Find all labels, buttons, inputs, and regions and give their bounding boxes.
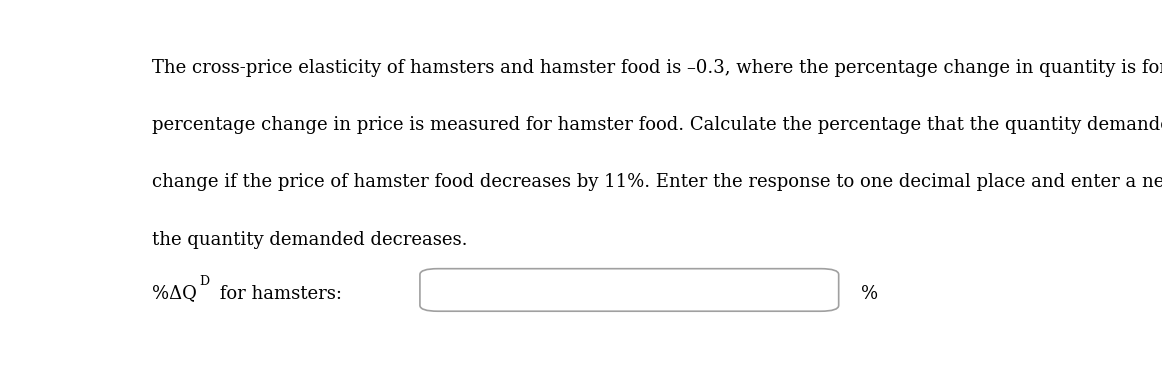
FancyBboxPatch shape <box>419 269 839 311</box>
Text: percentage change in price is measured for hamster food. Calculate the percentag: percentage change in price is measured f… <box>152 116 1162 134</box>
Text: for hamsters:: for hamsters: <box>214 285 342 303</box>
Text: %ΔQ: %ΔQ <box>152 285 198 303</box>
Text: change if the price of hamster food decreases by 11%. Enter the response to one : change if the price of hamster food decr… <box>152 173 1162 191</box>
Text: The cross-price elasticity of hamsters and hamster food is –0.3, where the perce: The cross-price elasticity of hamsters a… <box>152 59 1162 77</box>
Text: the quantity demanded decreases.: the quantity demanded decreases. <box>152 231 468 248</box>
Text: D: D <box>200 275 209 288</box>
Text: %: % <box>861 285 878 303</box>
